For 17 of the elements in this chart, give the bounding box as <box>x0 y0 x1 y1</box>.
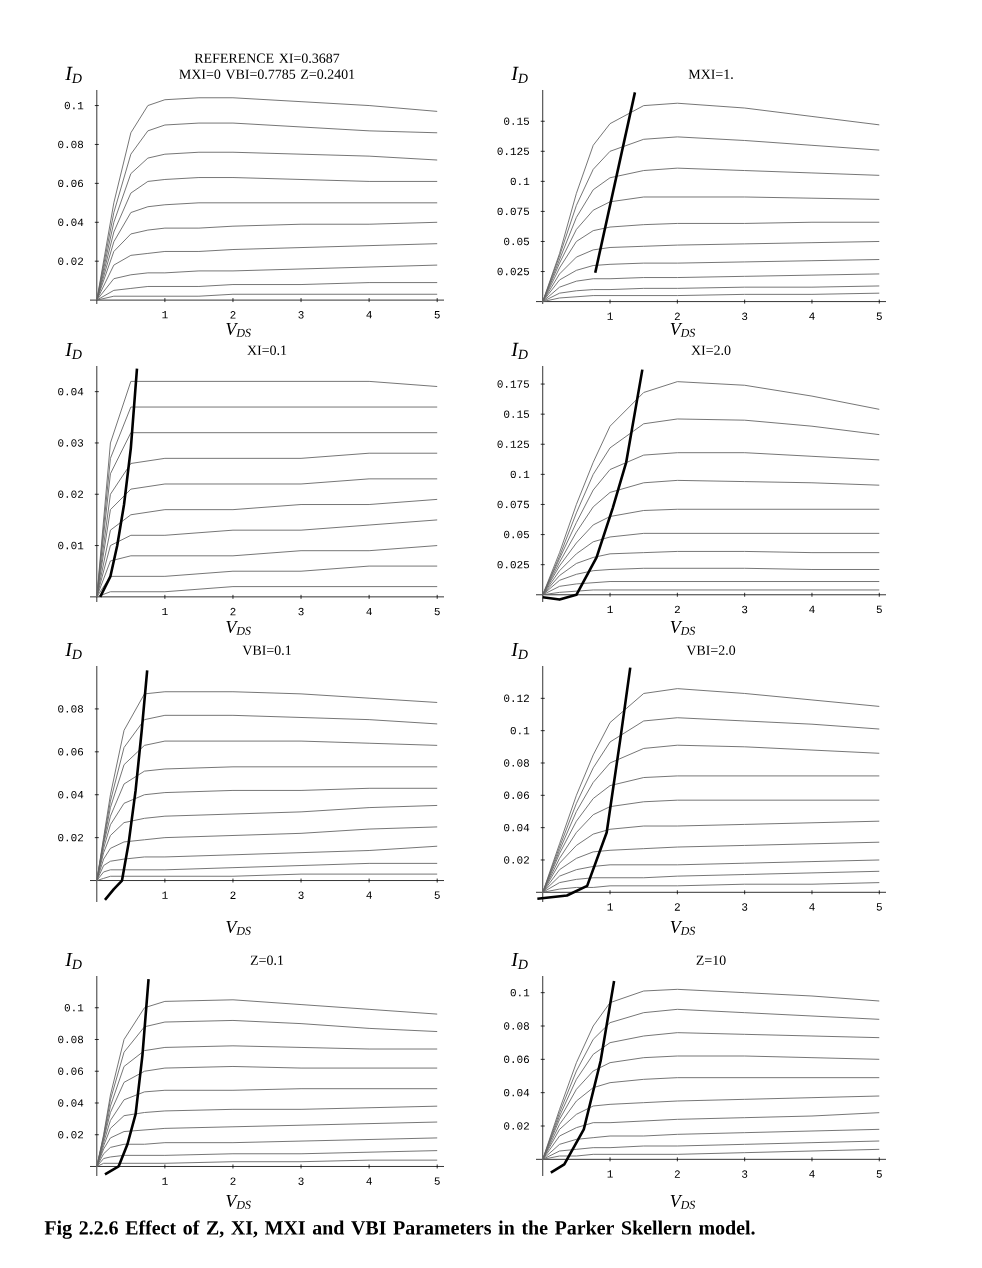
x-axis-title: V$_{DS}$ <box>670 1194 696 1209</box>
x-axis-title: V$_{DS}$ <box>226 1194 251 1209</box>
x-axis-title: V$_{DS}$ <box>670 620 696 635</box>
caption: Fig 2.2.6 Effect of Z, XI, MXI and VBI Parameters in the Parker Skellern model. <box>44 1220 755 1239</box>
x-axis-title: V$_{DS}$ <box>226 322 251 337</box>
x-axis-title: V$_{DS}$ <box>670 322 696 337</box>
x-axis-title: V$_{DS}$ <box>670 920 696 935</box>
y-axis-title: I$_{D}$ <box>511 66 528 83</box>
y-axis-title: I$_{D}$ <box>65 66 82 83</box>
y-axis-title: I$_{D}$ <box>511 642 528 659</box>
y-axis-title: I$_{D}$ <box>65 342 82 359</box>
x-axis-title: V$_{DS}$ <box>226 620 251 635</box>
y-axis-title: I$_{D}$ <box>65 642 82 659</box>
y-axis-title: I$_{D}$ <box>511 952 528 969</box>
x-axis-title: V$_{DS}$ <box>226 920 251 935</box>
y-axis-title: I$_{D}$ <box>511 342 528 359</box>
y-axis-title: I$_{D}$ <box>65 952 82 969</box>
